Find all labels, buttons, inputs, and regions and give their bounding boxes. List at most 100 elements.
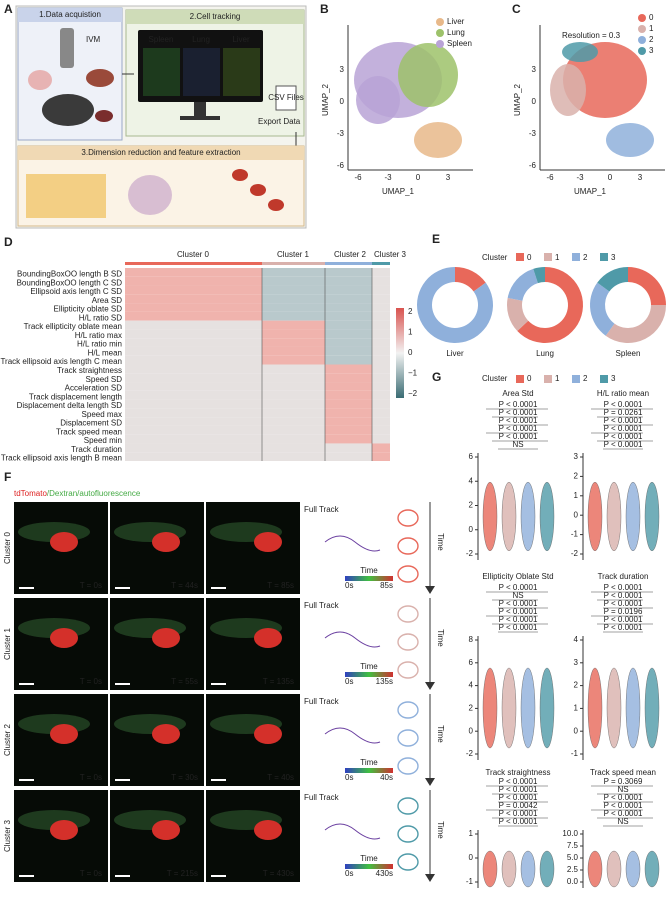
- violin: [539, 481, 555, 552]
- point-cloud: [606, 123, 654, 157]
- row-label: Speed SD: [86, 375, 123, 384]
- p-value: P < 0.0001: [604, 623, 643, 632]
- time-bar-label: Time: [360, 566, 378, 575]
- plot-title: H/L ratio mean: [597, 389, 649, 398]
- y-tick-label: -6: [529, 161, 537, 170]
- csv-file: [275, 85, 297, 111]
- heat-block: [325, 320, 372, 330]
- heat-block: [372, 276, 390, 286]
- legend-swatch: [516, 253, 524, 261]
- arrow-head: [425, 682, 435, 690]
- row-label: H/L ratio min: [77, 340, 122, 349]
- y-tick-label: 3: [340, 65, 345, 74]
- monitor-base: [180, 116, 220, 120]
- organ: [86, 69, 114, 87]
- y-tick-label: 0: [340, 97, 345, 106]
- heat-block: [325, 390, 372, 400]
- y-tick-label: 1: [574, 491, 579, 500]
- legend-swatch: [572, 375, 580, 383]
- heat-block: [372, 373, 390, 383]
- heat-block: [325, 285, 372, 295]
- heat-block: [325, 417, 372, 426]
- arrow-head: [425, 874, 435, 882]
- p-value: P < 0.0001: [604, 416, 643, 425]
- row-label: Track ellipsoid axis length B mean: [1, 454, 122, 463]
- heat-block: [262, 443, 325, 453]
- y-tick-label: 8: [469, 635, 474, 644]
- point-cloud: [356, 76, 400, 124]
- step-title: 3.Dimension reduction and feature extrac…: [81, 148, 240, 157]
- heat-block: [325, 294, 372, 304]
- time-bar: [345, 672, 393, 677]
- heat-block: [262, 311, 325, 321]
- p-value: P < 0.0001: [499, 432, 538, 441]
- p-value: P < 0.0001: [499, 785, 538, 794]
- micrograph: [183, 48, 220, 96]
- heat-block: [325, 355, 372, 365]
- p-value: P < 0.0001: [499, 809, 538, 818]
- y-axis-label: UMAP_2: [513, 83, 522, 116]
- stain-red: tdTomato: [14, 489, 47, 498]
- row-label: H/L mean: [88, 348, 122, 357]
- time-arrow-label: Time: [436, 821, 445, 839]
- legend-swatch: [544, 253, 552, 261]
- heat-block: [325, 268, 372, 277]
- cell-outline: [397, 537, 419, 555]
- x-tick-label: -3: [384, 173, 392, 182]
- x-tick-label: 0: [416, 173, 421, 182]
- p-value: P < 0.0001: [499, 793, 538, 802]
- x-tick-label: -6: [546, 173, 554, 182]
- heat-block: [372, 355, 390, 365]
- heat-block: [372, 382, 390, 391]
- legend-label: 3: [611, 374, 616, 383]
- heat-block: [125, 452, 262, 461]
- legend-label: 1: [555, 374, 560, 383]
- row-label: H/L ratio SD: [79, 313, 122, 322]
- cell: [50, 724, 78, 744]
- y-tick-label: -3: [529, 129, 537, 138]
- row-label: Speed max: [82, 410, 122, 419]
- cell: [254, 724, 282, 744]
- heat-block: [372, 285, 390, 295]
- heat-block: [262, 329, 325, 339]
- heatmap-icon: [26, 174, 106, 218]
- violin: [501, 481, 517, 552]
- p-value: NS: [617, 817, 628, 826]
- heat-block: [325, 373, 372, 383]
- heat-block: [325, 443, 372, 453]
- heat-block: [262, 408, 325, 418]
- y-tick-label: 2: [574, 681, 579, 690]
- step-header: [18, 146, 304, 160]
- cell: [50, 628, 78, 648]
- point-cloud: [398, 43, 458, 107]
- p-value: P = 0.3069: [604, 777, 643, 786]
- donut-label: Lung: [536, 349, 554, 358]
- stain-green: /Dextran/autofluorescence: [47, 489, 141, 498]
- heat-block: [372, 434, 390, 444]
- row-label: BoundingBoxOO length B SD: [17, 269, 122, 278]
- y-tick-label: -1: [571, 749, 579, 758]
- heat-block: [125, 373, 262, 383]
- annotation: Resolution = 0.3: [562, 31, 621, 40]
- y-tick-label: 7.5: [567, 841, 579, 850]
- panel-label: B: [320, 2, 329, 16]
- donut-slice: [533, 267, 545, 284]
- violin: [520, 667, 536, 749]
- cell-outline: [397, 825, 419, 843]
- heat-block: [372, 417, 390, 426]
- panel-label: G: [432, 370, 441, 384]
- cell-outline: [397, 853, 419, 871]
- point-cloud: [550, 64, 586, 116]
- y-tick-label: -2: [571, 549, 579, 558]
- row-label: Area SD: [92, 296, 122, 305]
- heat-block: [262, 452, 325, 461]
- csv-label: CSV Files: [268, 93, 304, 102]
- monitor-stand: [194, 102, 206, 116]
- track: [324, 631, 381, 648]
- heat-block: [262, 399, 325, 409]
- violin: [520, 850, 536, 888]
- full-track-label: Full Track: [304, 697, 340, 706]
- heat-block: [372, 425, 390, 435]
- time-bar-label: Time: [360, 662, 378, 671]
